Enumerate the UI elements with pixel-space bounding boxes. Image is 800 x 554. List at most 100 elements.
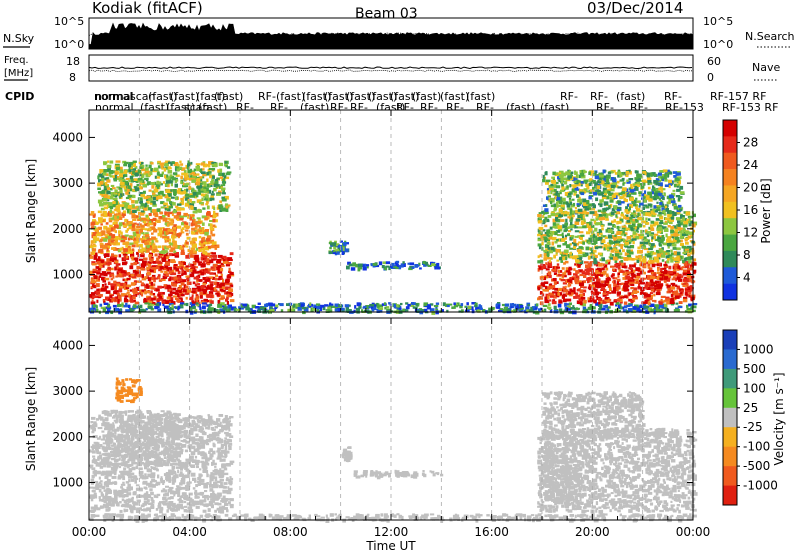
data-cell	[667, 220, 670, 224]
data-cell	[157, 285, 162, 289]
data-cell	[150, 162, 154, 165]
data-cell	[560, 181, 563, 185]
data-cell	[169, 201, 172, 205]
data-cell	[571, 242, 576, 245]
data-cell	[629, 249, 633, 253]
data-cell	[588, 179, 592, 183]
data-cell	[585, 246, 590, 251]
data-cell	[538, 266, 542, 270]
data-cell	[620, 245, 623, 250]
data-cell	[562, 212, 565, 216]
data-cell	[169, 174, 173, 177]
data-cell	[172, 243, 177, 247]
data-cell	[601, 307, 606, 311]
data-cell	[173, 276, 176, 281]
data-cell	[131, 244, 136, 248]
data-cell	[638, 285, 641, 289]
data-cell	[108, 170, 114, 174]
data-cell	[119, 204, 125, 207]
data-cell	[601, 287, 606, 291]
data-cell	[209, 307, 214, 311]
data-cell	[411, 266, 415, 269]
data-cell	[682, 298, 688, 303]
data-cell	[152, 203, 157, 207]
data-cell	[545, 179, 551, 183]
data-cell	[279, 303, 284, 307]
data-cell	[161, 215, 166, 219]
data-cell	[569, 255, 573, 259]
data-cell	[552, 291, 557, 294]
data-cell	[129, 242, 134, 246]
data-cell	[112, 200, 116, 205]
data-cell	[201, 215, 207, 219]
data-cell	[159, 211, 164, 215]
data-cell	[549, 263, 552, 267]
data-cell	[122, 202, 128, 206]
data-cell	[110, 192, 115, 196]
data-cell	[168, 278, 172, 282]
data-cell	[690, 306, 693, 310]
data-cell	[147, 300, 150, 304]
data-cell	[216, 290, 220, 294]
data-cell	[591, 251, 595, 256]
data-cell	[118, 195, 122, 199]
data-cell	[606, 249, 610, 252]
data-cell	[537, 297, 540, 301]
data-cell	[673, 309, 676, 313]
data-cell	[570, 213, 575, 218]
data-cell	[662, 209, 666, 213]
data-cell	[636, 307, 640, 312]
data-cell	[605, 207, 611, 210]
data-cell	[541, 211, 545, 214]
data-cell	[625, 171, 630, 175]
data-cell	[636, 174, 640, 177]
data-cell	[598, 172, 604, 176]
data-cell	[560, 210, 563, 215]
data-cell	[602, 270, 607, 275]
data-cell	[682, 269, 688, 273]
data-cell	[157, 160, 161, 163]
data-cell	[664, 217, 670, 221]
data-cell	[175, 289, 179, 293]
data-cell	[680, 289, 684, 294]
cpid-label-row1: (fast)	[466, 90, 495, 103]
date-title: 03/Dec/2014	[587, 0, 683, 17]
data-cell	[142, 240, 147, 244]
data-cell	[145, 308, 148, 311]
data-cell	[162, 266, 168, 271]
data-cell	[175, 205, 179, 208]
data-cell	[163, 255, 166, 258]
data-cell	[576, 294, 580, 298]
data-cell	[461, 309, 464, 313]
data-cell	[137, 180, 143, 183]
freq-label-2: [MHz]	[4, 68, 33, 79]
data-cell	[224, 259, 229, 263]
data-cell	[92, 219, 96, 222]
data-cell	[542, 304, 548, 307]
data-cell	[552, 218, 557, 223]
data-cell	[589, 221, 592, 226]
data-cell	[584, 272, 590, 276]
data-cell	[185, 285, 189, 289]
data-cell	[162, 248, 165, 252]
data-cell	[149, 269, 155, 273]
data-cell	[203, 186, 207, 189]
data-cell	[578, 241, 582, 244]
data-cell	[645, 283, 650, 286]
data-cell	[114, 290, 119, 293]
data-cell	[206, 183, 210, 188]
data-cell	[211, 175, 215, 179]
data-cell	[186, 236, 191, 240]
data-cell	[682, 252, 686, 255]
data-cell	[186, 281, 190, 285]
data-cell	[134, 200, 139, 204]
data-cell	[564, 260, 569, 264]
data-cell	[145, 167, 149, 171]
data-cell	[597, 304, 603, 307]
data-cell	[617, 274, 620, 278]
data-cell	[552, 226, 557, 229]
data-cell	[555, 230, 561, 233]
data-cell	[127, 247, 130, 252]
data-cell	[559, 277, 562, 281]
data-cell	[162, 292, 165, 295]
